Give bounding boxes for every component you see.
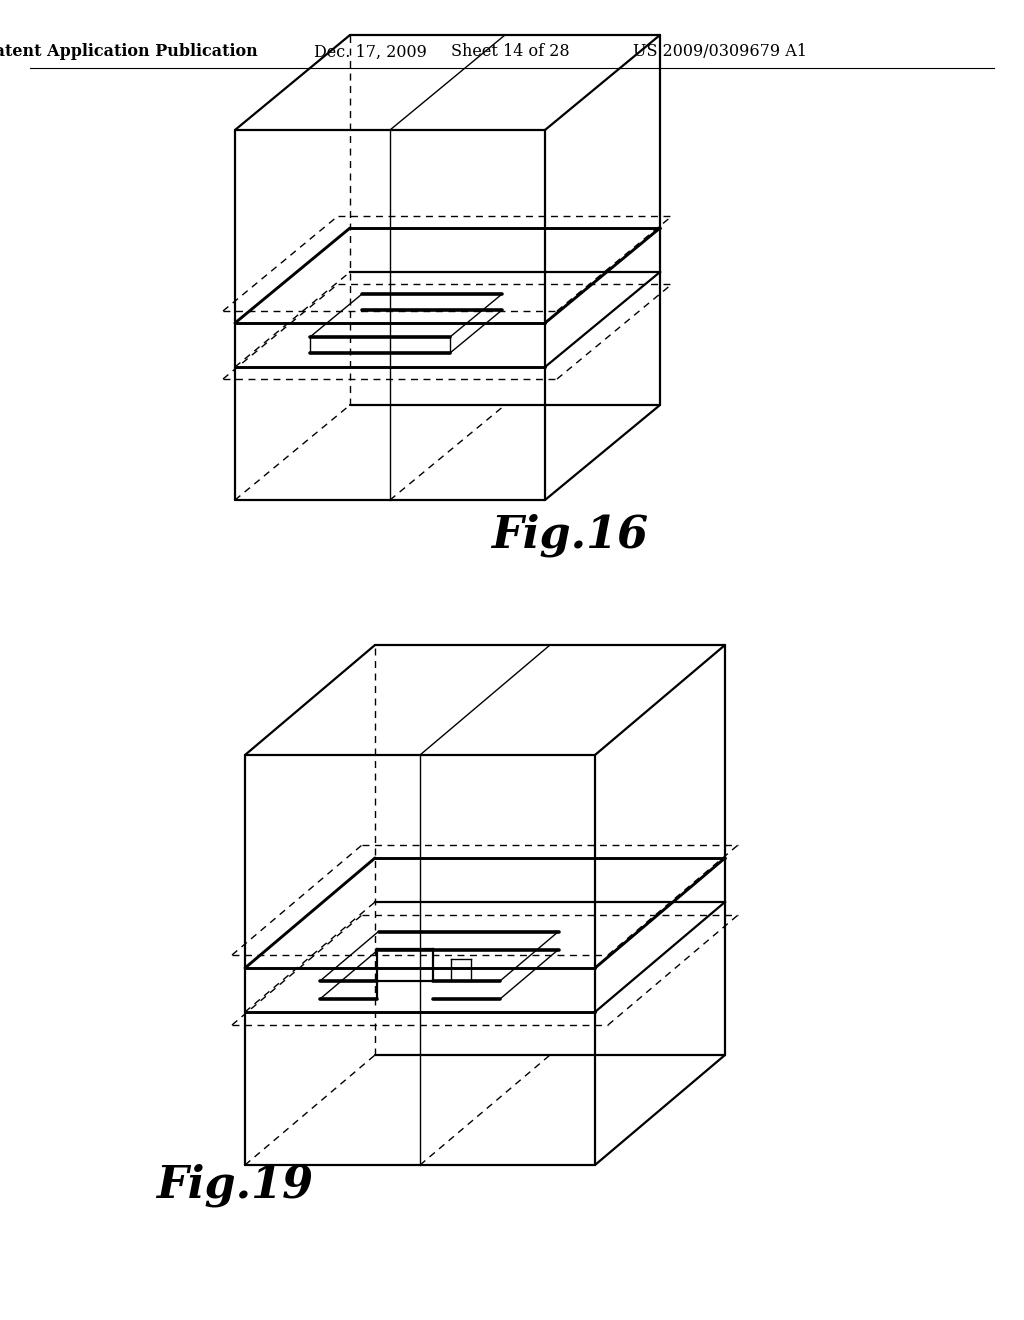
Text: Fig.19: Fig.19: [157, 1163, 313, 1206]
Text: Dec. 17, 2009: Dec. 17, 2009: [313, 44, 426, 61]
Text: Patent Application Publication: Patent Application Publication: [0, 44, 257, 61]
Text: US 2009/0309679 A1: US 2009/0309679 A1: [633, 44, 807, 61]
Text: Fig.16: Fig.16: [492, 513, 648, 557]
Text: Sheet 14 of 28: Sheet 14 of 28: [451, 44, 569, 61]
